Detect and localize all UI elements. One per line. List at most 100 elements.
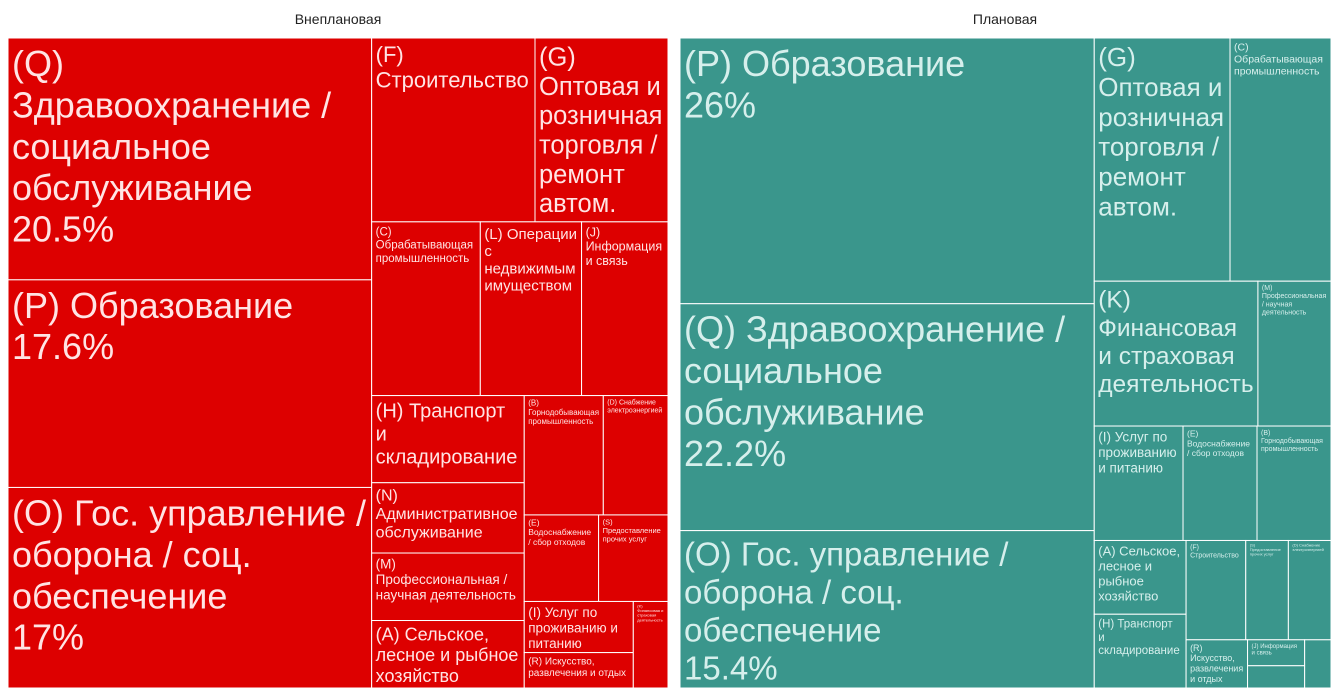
tile-label: (M) Профессиональная / научная деятельно… xyxy=(376,557,516,603)
tile-label: (I) Услуг по проживанию и питанию xyxy=(528,605,621,651)
tile-label: (B) Горнодобывающая промышленность xyxy=(1261,430,1325,453)
tile: (A) Сельское, лесное и рыбное хозяйство xyxy=(1093,539,1187,615)
tile: (L) Операции с недвижимым имуществом xyxy=(479,221,583,397)
tile-rect xyxy=(1304,639,1331,689)
tile-rect xyxy=(523,652,634,689)
tile-label: (F) Строительство xyxy=(1190,544,1239,559)
tile-rect xyxy=(7,37,373,281)
tile-rect xyxy=(371,37,536,223)
tile-value-label: 17.6% xyxy=(12,326,114,367)
tile-value-label: 26% xyxy=(684,84,756,125)
tile-label: (E) Водоснабжение / сбор отходов xyxy=(528,517,593,547)
tile: (N) Административное обслуживание xyxy=(371,482,525,554)
tile: (S) Предоставление прочих услуг xyxy=(598,514,669,602)
tile-rect xyxy=(1247,665,1306,689)
tile-label: (D) Снабжение электроэнергией xyxy=(607,399,662,415)
tile-label: (A) Сельское, лесное и рыбное хозяйство xyxy=(1098,543,1184,603)
tile: (S) Предоставление прочих услуг xyxy=(1245,539,1289,641)
tile: (C) Обрабатывающая промышленность xyxy=(1229,37,1331,282)
tile: (J) Информация и связь xyxy=(581,221,669,397)
tile: (F) Строительство xyxy=(371,37,536,223)
tile-rect xyxy=(679,37,1095,305)
tile: (B) Горнодобывающая промышленность xyxy=(523,395,604,516)
tile-rect xyxy=(632,600,669,689)
tile-label: (K) Финансовая и страховая деятельность xyxy=(637,603,664,622)
tile-rect xyxy=(1093,425,1184,541)
tile-label: (I) Услуг по проживанию и питанию xyxy=(1098,430,1180,476)
tile: (F) Строительство xyxy=(1185,539,1247,641)
tile-label: (R) Искусство, развлечения и отдых xyxy=(1190,643,1246,684)
tile-label: (C) Обрабатывающая промышленность xyxy=(376,226,477,264)
tile: (Q) Здравоохранение / социальное обслужи… xyxy=(7,37,373,281)
tile-rect xyxy=(1182,425,1258,541)
tile-rect xyxy=(1093,280,1259,427)
tile-label: (F) Строительство xyxy=(376,42,529,92)
tile-rect xyxy=(479,221,583,397)
tile-value-label: 20.5% xyxy=(12,209,114,250)
tile-label: (J) Информация и связь xyxy=(586,225,666,268)
tile-rect xyxy=(1229,37,1331,282)
tile: (G) Оптовая и розничная торговля / ремон… xyxy=(1093,37,1231,282)
chart-title: Плановая xyxy=(973,11,1037,27)
tile-label: (S) Предоставление прочих услуг xyxy=(1250,542,1282,556)
tile: (D) Снабжение электроэнергией xyxy=(1287,539,1331,641)
tile-rect xyxy=(1185,639,1249,689)
tile-rect xyxy=(679,303,1095,532)
tile-rect xyxy=(1093,613,1187,689)
tile: (B) Горнодобывающая промышленность xyxy=(1256,425,1331,541)
tile-rect xyxy=(581,221,669,397)
tile: (G) Оптовая и розничная торговля / ремон… xyxy=(534,37,670,223)
tile-label: (D) Снабжение электроэнергией xyxy=(1292,542,1323,552)
tile-label: (E) Водоснабжение / сбор отходов xyxy=(1187,429,1252,459)
tile-label: (S) Предоставление прочих услуг xyxy=(603,517,663,543)
tile-value-label: 22.2% xyxy=(684,433,786,474)
tile-rect xyxy=(1185,539,1247,641)
tile-rect xyxy=(534,37,669,223)
tile-value-label: 17% xyxy=(12,617,84,658)
tile: (E) Водоснабжение / сбор отходов xyxy=(1182,425,1258,541)
tile-rect xyxy=(7,486,373,689)
tile-label: (A) Сельское, лесное и рыбное хозяйство xyxy=(376,625,524,686)
tile-label: (M) Профессиональная / научная деятельно… xyxy=(1262,285,1328,316)
tile-label: (P) Образование xyxy=(12,285,293,326)
tile: (R) Искусство, развлечения и отдых xyxy=(523,652,634,689)
tile-rect xyxy=(602,395,669,516)
tile-rect xyxy=(1287,539,1331,641)
tile: (C) Обрабатывающая промышленность xyxy=(371,221,481,397)
tile: (E) Водоснабжение / сбор отходов xyxy=(523,514,600,602)
tile-label: (H) Транспорт и складирование xyxy=(376,401,518,469)
tile-label: (P) Образование xyxy=(684,43,965,84)
tile xyxy=(1304,639,1331,689)
tile xyxy=(1247,665,1306,689)
tile-label: (H) Транспорт и складирование xyxy=(1098,619,1180,657)
tile-rect xyxy=(1247,639,1306,667)
tile-label: (N) Административное обслуживание xyxy=(376,488,522,542)
tile-rect xyxy=(7,279,373,488)
tile: (M) Профессиональная / научная деятельно… xyxy=(371,552,525,622)
tile-label: (J) Информация и связь xyxy=(1252,644,1299,657)
tile-rect xyxy=(1093,37,1231,282)
tile-label: (G) Оптовая и розничная торговля / ремон… xyxy=(539,44,670,219)
tile-label: (Q) Здравоохранение / социальное обслужи… xyxy=(12,43,341,208)
tile-rect xyxy=(1093,539,1187,615)
tile-rect xyxy=(523,395,604,516)
tile-rect xyxy=(523,600,634,654)
tile-label: (Q) Здравоохранение / социальное обслужи… xyxy=(684,309,1075,433)
tile-label: (K) Финансовая и страховая деятельность xyxy=(1098,287,1253,399)
tile-rect xyxy=(371,620,525,689)
tile-rect xyxy=(598,514,669,602)
tile: (J) Информация и связь xyxy=(1247,639,1306,667)
tile-label: (O) Гос. управление / оборона / соц. обе… xyxy=(12,492,376,616)
tile-label: (L) Операции с недвижимым имуществом xyxy=(484,226,581,295)
tile: (H) Транспорт и складирование xyxy=(1093,613,1187,689)
tile: (O) Гос. управление / оборона / соц. обе… xyxy=(7,486,376,689)
tile: (K) Финансовая и страховая деятельность xyxy=(1093,280,1259,427)
tile: (M) Профессиональная / научная деятельно… xyxy=(1257,280,1331,427)
tile-rect xyxy=(1245,539,1289,641)
tile: (D) Снабжение электроэнергией xyxy=(602,395,669,516)
tile-rect xyxy=(679,530,1095,689)
tile-label: (R) Искусство, развлечения и отдых xyxy=(528,657,626,680)
